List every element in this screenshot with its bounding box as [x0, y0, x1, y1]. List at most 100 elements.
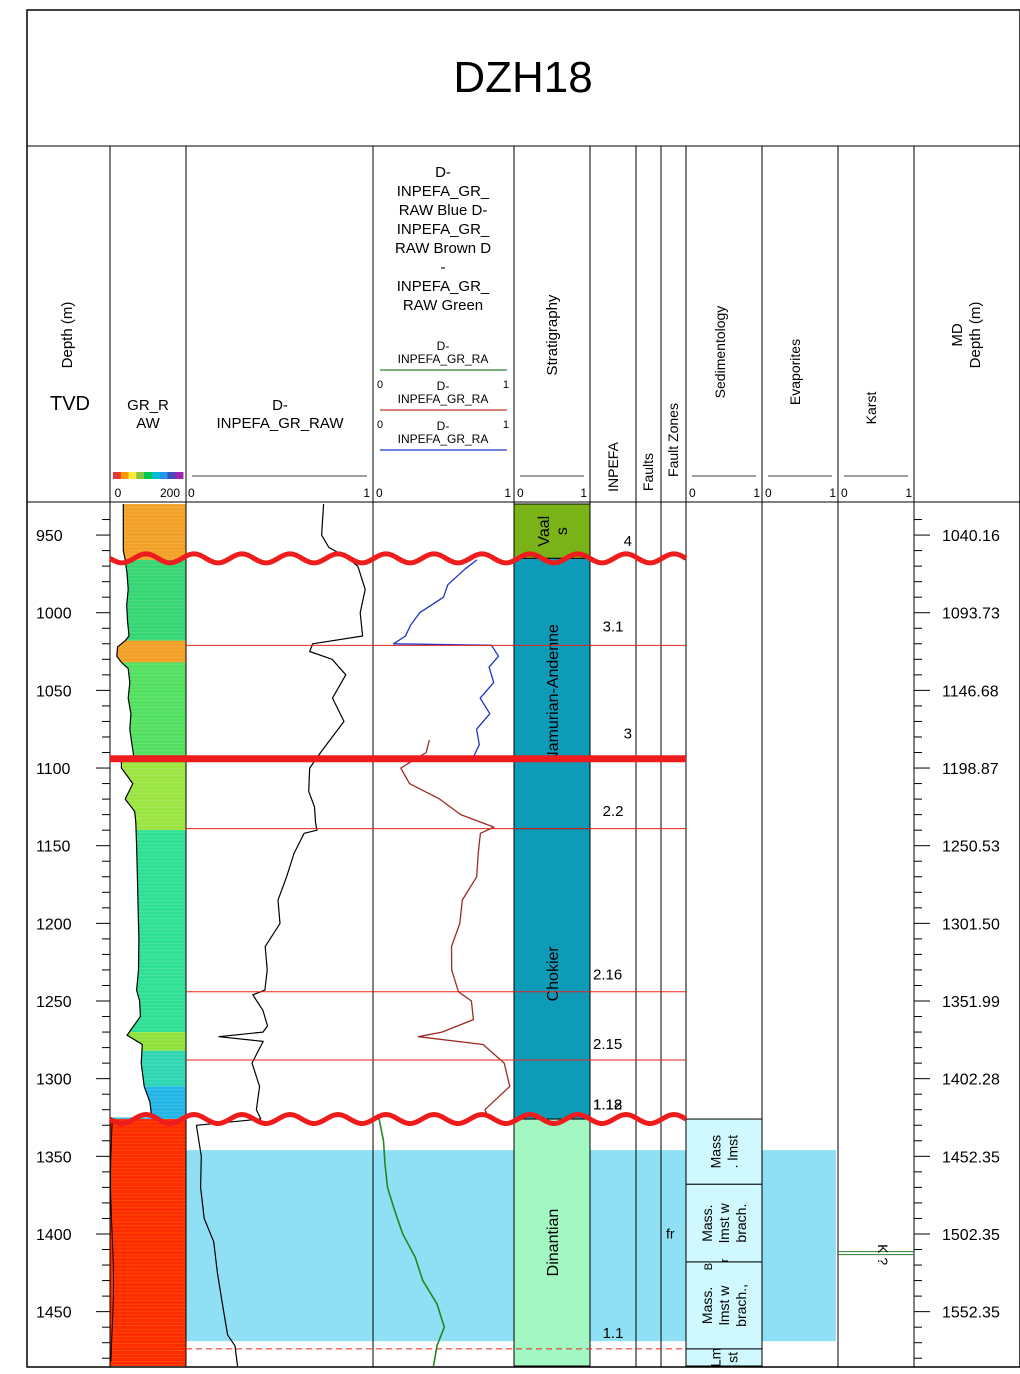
legend-max: 1	[503, 379, 509, 391]
sed-unit-label: brach.	[733, 1204, 749, 1243]
evap-scale-min: 0	[765, 486, 772, 500]
annotations: fr K ?	[666, 1226, 914, 1265]
sed-extra-text: r	[719, 1258, 731, 1262]
gr-scale-max: 200	[160, 486, 180, 500]
depth-ticks: 950 1000 1050 1100 1150 1200 1250 1300 1350 1400 1…	[36, 519, 1000, 1359]
strat-unit-label: Vaal	[536, 516, 553, 547]
sed-unit-label: . lmst	[725, 1135, 741, 1169]
md-title-line: MD	[949, 323, 966, 346]
legend-name-line: INPEFA_GR_RA	[398, 432, 489, 446]
sed-unit-label: Lm	[708, 1348, 724, 1367]
gr-color-band	[110, 640, 186, 663]
header-inpefa-split: D- INPEFA_GR_ RAW Blue D- INPEFA_GR_ RAW Bro…	[376, 164, 511, 500]
md-tick-label: 1146.68	[942, 683, 999, 700]
inpefa-green-curve	[378, 1118, 446, 1367]
gr-scale-min: 0	[115, 486, 122, 500]
inpefa-labels: 4 3.1 3 2.2 2.16 2.15 1.121.18 1.1	[593, 533, 632, 1342]
split-scale-max: 1	[504, 486, 511, 500]
faults-title: Faults	[640, 453, 656, 491]
gr-raw-curve-lower	[110, 1118, 114, 1362]
karst-scale-max: 1	[905, 486, 912, 500]
md-tick-label: 1093.73	[942, 606, 1000, 623]
header-gr-raw: GR_RAW 0 200	[113, 397, 184, 500]
md-tick-label: 1452.35	[942, 1149, 1000, 1166]
md-tick-label: 1402.28	[942, 1072, 1000, 1089]
sed-unit-label: st	[725, 1352, 741, 1363]
split-title-line: RAW Green	[403, 297, 483, 314]
sed-extra-text: B	[703, 1263, 715, 1270]
gr-colorbar-segment	[144, 472, 153, 479]
gr-raw-title-line: GR_R	[127, 397, 169, 414]
unconformity-wavy-line	[108, 1111, 688, 1127]
gr-colorbar-segment	[159, 472, 168, 479]
fault-zones-title: Fault Zones	[665, 403, 681, 477]
sed-scale-min: 0	[689, 486, 696, 500]
split-title-line: D-	[435, 164, 451, 181]
split-title-line: RAW Brown D	[395, 240, 491, 257]
tvd-tick-label: 1450	[36, 1305, 72, 1322]
strat-scale-max: 1	[580, 486, 587, 500]
md-tick-label: 1040.16	[942, 528, 1000, 545]
stratigraphy-title: Stratigraphy	[544, 294, 561, 375]
strat-unit	[513, 503, 591, 559]
gr-colorbar-segment	[167, 472, 176, 479]
md-tick-label: 1351.99	[942, 994, 1000, 1011]
tvd-tick-label: 1350	[36, 1149, 72, 1166]
inpefa-raw-title-line: D-	[272, 397, 288, 414]
md-tick-label: 1552.35	[942, 1305, 1000, 1322]
inpefa-zone-label: 4	[624, 533, 632, 550]
tvd-tick-label: 1050	[36, 683, 72, 700]
unconformity-wavy-line	[108, 551, 688, 566]
md-tick-label: 1502.35	[942, 1227, 1000, 1244]
header-tvd: Depth (m) TVD	[50, 302, 90, 415]
sed-unit-label: Mass.	[699, 1287, 715, 1324]
inpefa-zone-label: 2.15	[593, 1036, 622, 1053]
karst-title: Karst	[863, 392, 879, 425]
gr-mask	[110, 504, 152, 1118]
strat-unit	[513, 1118, 591, 1367]
inpefa-zone-label: 3.1	[603, 618, 624, 635]
evaporites-title: Evaporites	[787, 339, 803, 405]
gr-raw-title-line: AW	[136, 415, 160, 432]
inpefa-raw-curve	[195, 503, 366, 1367]
evap-scale-max: 1	[829, 486, 836, 500]
gr-colorbar-segment	[120, 472, 130, 479]
legend-min: 0	[377, 379, 383, 391]
legend-name-line: D-	[437, 379, 450, 393]
sed-unit	[685, 1183, 763, 1263]
strat-unit	[513, 557, 591, 830]
legend-max: 1	[503, 419, 509, 431]
legend-name-line: INPEFA_GR_RA	[398, 352, 489, 366]
gr-colorbar-segment	[113, 472, 122, 479]
split-title-line: INPEFA_GR_	[397, 221, 490, 238]
inpefa-raw-scale-max: 1	[363, 486, 370, 500]
legend-min: 0	[377, 419, 383, 431]
inpefa-raw-scale-min: 0	[188, 486, 195, 500]
tvd-sub-title: TVD	[50, 393, 90, 415]
fault-zone-label: fr	[666, 1226, 675, 1242]
md-tick-label: 1198.87	[942, 761, 999, 778]
tvd-tick-label: 1150	[36, 839, 71, 856]
tvd-tick-label: 1200	[36, 916, 72, 933]
sed-unit-label: Mass	[708, 1135, 724, 1168]
header-md: MD Depth (m)	[949, 302, 984, 369]
split-scale-min: 0	[376, 486, 383, 500]
inpefa-brown-curve	[400, 739, 511, 1120]
legend-name-line: INPEFA_GR_RA	[398, 392, 489, 406]
strat-unit-label: s	[554, 527, 571, 535]
md-tick-label: 1301.50	[942, 916, 1000, 933]
inpefa-zone-label: 1.1	[603, 1325, 624, 1342]
tvd-tick-label: 1100	[36, 761, 71, 778]
split-title-line: RAW Blue D-	[399, 202, 488, 219]
strat-scale-min: 0	[517, 486, 524, 500]
tvd-tick-label: 1000	[36, 606, 72, 623]
legend-name-line: D-	[437, 419, 450, 433]
gr-colorbar-segment	[175, 472, 184, 479]
inpefa-zone-label: 2.16	[593, 966, 622, 983]
gr-colorbar-segment	[136, 472, 145, 479]
tvd-tick-label: 1300	[36, 1072, 72, 1089]
inpefa-title: INPEFA	[605, 441, 621, 491]
